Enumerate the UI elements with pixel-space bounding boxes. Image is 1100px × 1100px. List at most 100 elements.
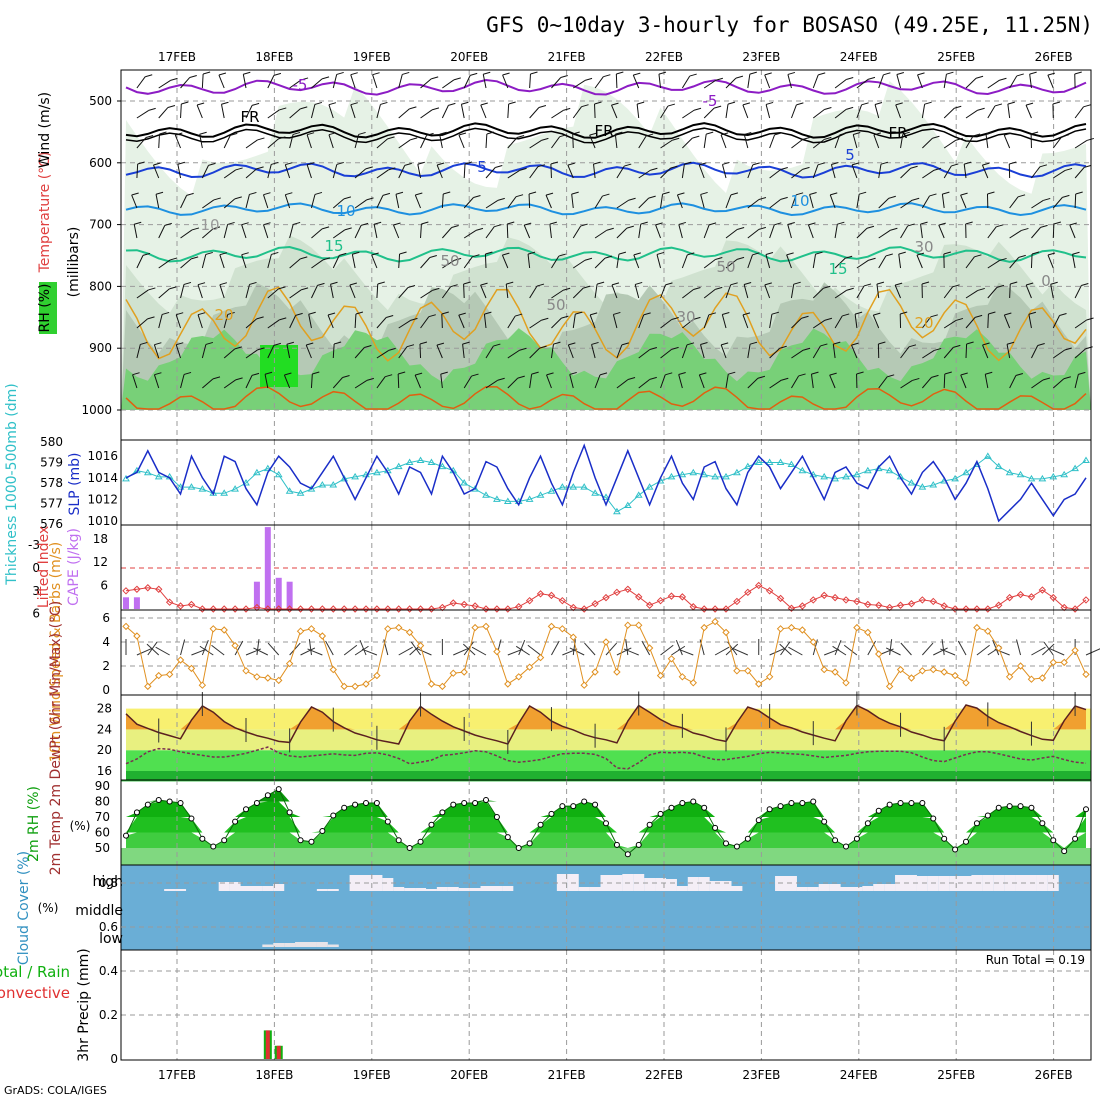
wind-barb <box>681 75 691 89</box>
rh2m-point <box>384 818 391 825</box>
wind10-point <box>515 673 523 681</box>
wind-barb-flag <box>752 162 760 166</box>
wind-barb <box>289 258 301 269</box>
wind-barb <box>851 344 858 359</box>
wind-barb <box>529 73 531 89</box>
wind-barb-flag <box>485 251 493 255</box>
wind-barb-flag <box>868 257 876 261</box>
wind-barb <box>398 253 401 269</box>
wind-barb <box>984 374 989 389</box>
wind-barb-flag <box>966 341 974 345</box>
wind-barb <box>703 314 710 329</box>
wind-barb-flag <box>798 373 806 377</box>
rh2m-point <box>799 800 806 807</box>
li-point <box>504 605 512 613</box>
wind10-point <box>613 668 621 676</box>
wind10-point <box>1005 673 1014 681</box>
wind-barb <box>900 380 913 389</box>
wind-barb-flag <box>818 72 826 76</box>
wind-barb <box>311 228 323 239</box>
wind-barb-flag <box>786 252 794 256</box>
rh2m-point <box>657 810 664 817</box>
wind-barb <box>507 315 516 329</box>
wind-barb-flag <box>1026 282 1034 286</box>
wind-barb-flag <box>842 313 850 317</box>
wind-barb-flag <box>1016 73 1024 77</box>
wind-barb-flag <box>571 191 579 195</box>
wind-barb <box>1009 257 1020 269</box>
wind10-barb <box>834 639 842 656</box>
li-point <box>285 605 294 613</box>
rh2m-point <box>930 815 937 822</box>
wind-barb-flag <box>1072 251 1080 255</box>
wind-barb-flag <box>593 161 601 165</box>
wind-barb <box>941 194 945 209</box>
wind-barb-flag <box>549 221 558 225</box>
wind-barb <box>938 224 945 239</box>
wind-barb <box>921 377 932 389</box>
wind10-barb <box>551 640 560 656</box>
wind-barb-flag <box>441 311 449 315</box>
wind-barb-flag <box>643 312 651 316</box>
wind-barb-flag <box>975 75 984 79</box>
rh2m-point <box>428 821 435 828</box>
wind-barb <box>223 348 236 359</box>
wind-barb-flag <box>461 101 469 105</box>
wind-barb-flag <box>885 253 893 257</box>
wind-barb-flag <box>636 101 645 105</box>
wind-barb <box>349 284 356 299</box>
wind-barb <box>660 319 672 329</box>
wind-barb <box>895 104 902 119</box>
wind-barb <box>136 76 146 89</box>
thickness-point <box>667 472 676 480</box>
cloud-high-bar <box>578 887 590 891</box>
wind-barb-flag <box>824 107 832 110</box>
wind-barb <box>245 284 250 299</box>
wind-barb <box>327 314 334 329</box>
wind-barb-flag <box>321 76 330 80</box>
wind-barb-flag <box>528 191 537 195</box>
wind-barb-flag <box>931 374 939 378</box>
li-point <box>133 585 141 593</box>
wind-barb <box>180 77 191 89</box>
rh-shading <box>121 81 1091 440</box>
wind-barb-flag <box>453 77 461 81</box>
wind-barb-flag <box>985 131 994 135</box>
wind-barb-flag <box>1062 194 1070 198</box>
li-point <box>416 605 425 613</box>
wind-barb <box>1003 134 1011 149</box>
wind-barb <box>155 194 160 209</box>
wind-barb-flag <box>930 314 938 318</box>
thickness-point <box>634 491 643 498</box>
wind-barb-flag <box>1050 281 1058 285</box>
wind-barb <box>834 79 847 89</box>
wind-barb <box>1029 74 1032 89</box>
thickness-point <box>689 468 698 476</box>
wind-barb-flag <box>590 312 598 316</box>
cloud-high-bar <box>218 882 230 891</box>
wind-barb <box>703 224 710 239</box>
wind10-point <box>580 681 588 689</box>
wind-barb <box>267 109 280 119</box>
li-tick: -3 <box>28 538 40 552</box>
wind10-point <box>602 638 610 646</box>
li-point <box>918 596 927 604</box>
wind-barb <box>703 134 707 149</box>
rh2m-point <box>723 840 729 847</box>
wind10-barb <box>625 639 629 656</box>
rh2m-point <box>297 837 304 844</box>
wind-barb <box>655 224 662 239</box>
wind-barb <box>485 167 496 179</box>
wind-barb-flag <box>410 317 418 321</box>
wind10-point <box>689 679 697 687</box>
wind-barb <box>834 224 838 239</box>
wind-barb-flag <box>1017 194 1026 198</box>
wind-barb-flag <box>972 133 981 137</box>
wind-barb <box>507 169 520 179</box>
wind-barb <box>830 164 836 179</box>
wind-barb <box>436 344 443 359</box>
wind-barb-flag <box>197 282 206 286</box>
li-point <box>547 591 556 600</box>
wind-barb-flag <box>132 372 140 376</box>
wind-barb <box>289 79 302 89</box>
